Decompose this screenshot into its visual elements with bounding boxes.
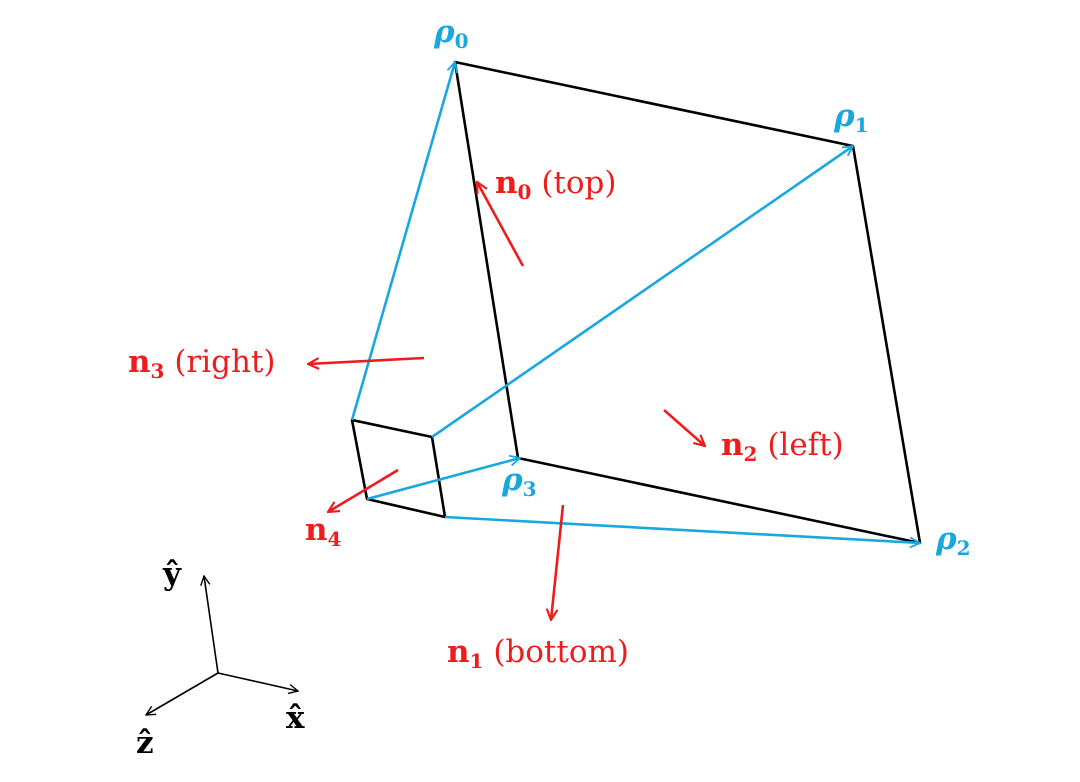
ray-rho2 bbox=[444, 515, 920, 543]
normal-n1-arrow bbox=[551, 504, 565, 620]
label-axis-y: ŷ bbox=[162, 556, 182, 592]
far-plane bbox=[453, 60, 922, 545]
normal-n0-arrow bbox=[477, 182, 525, 267]
axis-x bbox=[217, 672, 298, 691]
axis-z bbox=[146, 672, 219, 715]
normal-labels: n0 (top) n1 (bottom) n2 (left) n3 (right… bbox=[128, 165, 844, 673]
label-rho2: ρ2 bbox=[935, 521, 971, 560]
label-axis-x: x̂ bbox=[286, 700, 305, 736]
normal-n3-arrow bbox=[308, 356, 425, 364]
ray-rho3 bbox=[366, 458, 520, 501]
ray-labels: ρ0 ρ1 ρ2 ρ3 bbox=[433, 14, 971, 560]
normal-n2-arrow bbox=[663, 409, 705, 446]
label-n4: n4 bbox=[305, 512, 342, 551]
label-axis-z: ẑ bbox=[136, 725, 154, 761]
frustum-edges bbox=[350, 60, 922, 545]
label-n0: n0 (top) bbox=[495, 165, 616, 204]
axes bbox=[146, 576, 298, 715]
ray-rho0 bbox=[350, 62, 455, 421]
axis-labels: ŷ x̂ ẑ bbox=[136, 556, 305, 761]
label-rho3: ρ3 bbox=[501, 462, 537, 501]
near-plane bbox=[350, 418, 447, 519]
label-rho0: ρ0 bbox=[433, 14, 469, 53]
label-n1: n1 (bottom) bbox=[447, 634, 629, 673]
label-rho1: ρ1 bbox=[833, 98, 869, 137]
ray-rho1 bbox=[431, 146, 853, 439]
normal-arrows bbox=[308, 182, 705, 620]
axis-y bbox=[204, 576, 219, 674]
normal-n4-arrow bbox=[328, 468, 399, 512]
label-n3: n3 (right) bbox=[128, 344, 276, 383]
label-n2: n2 (left) bbox=[721, 427, 844, 466]
